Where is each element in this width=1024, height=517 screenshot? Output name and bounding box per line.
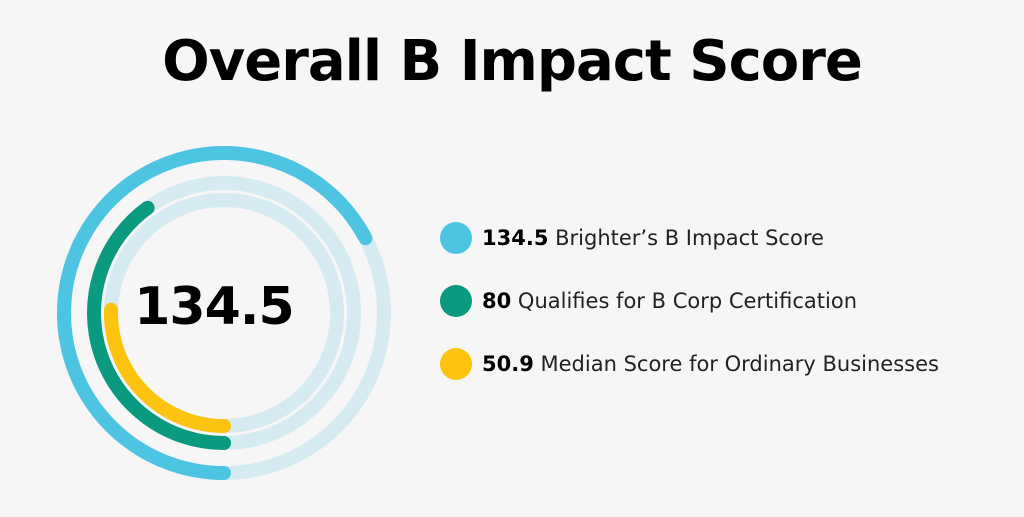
legend-label: Brighter’s B Impact Score (555, 226, 824, 250)
ring-bars (57, 146, 373, 480)
legend-text: 80 Qualifies for B Corp Certification (482, 289, 857, 313)
legend-label: Median Score for Ordinary Businesses (540, 352, 939, 376)
legend-text: 134.5 Brighter’s B Impact Score (482, 226, 824, 250)
ring-bar-qualifies (87, 200, 231, 450)
center-value: 134.5 (134, 277, 293, 337)
legend-value: 50.9 (482, 352, 534, 376)
legend-label: Qualifies for B Corp Certification (517, 289, 857, 313)
legend-value: 80 (482, 289, 512, 313)
legend: 134.5 Brighter’s B Impact Score 80 Quali… (440, 218, 1020, 407)
legend-text: 50.9 Median Score for Ordinary Businesse… (482, 352, 939, 376)
legend-dot-qualifies (440, 285, 472, 317)
ring-bar-brighter (57, 146, 373, 480)
legend-dot-brighter (440, 222, 472, 254)
legend-item-qualifies: 80 Qualifies for B Corp Certification (440, 281, 1020, 321)
chart-title: Overall B Impact Score (162, 29, 863, 94)
legend-item-median: 50.9 Median Score for Ordinary Businesse… (440, 344, 1020, 384)
ring-bar-median (104, 302, 231, 433)
legend-dot-median (440, 348, 472, 380)
legend-value: 134.5 (482, 226, 549, 250)
legend-item-brighter: 134.5 Brighter’s B Impact Score (440, 218, 1020, 258)
